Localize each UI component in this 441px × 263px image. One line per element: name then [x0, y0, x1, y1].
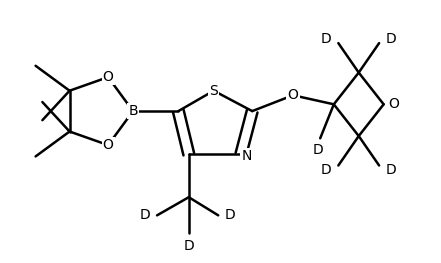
Text: D: D [386, 32, 397, 45]
Text: B: B [128, 104, 138, 118]
Text: D: D [313, 143, 323, 157]
Text: D: D [183, 239, 194, 253]
Text: O: O [103, 138, 113, 152]
Text: D: D [225, 208, 236, 222]
Text: D: D [386, 163, 397, 177]
Text: S: S [209, 84, 218, 98]
Text: D: D [139, 208, 150, 222]
Text: N: N [241, 149, 251, 163]
Text: O: O [388, 97, 399, 111]
Text: D: D [321, 163, 332, 177]
Text: O: O [103, 70, 113, 84]
Text: O: O [288, 88, 299, 102]
Text: D: D [321, 32, 332, 45]
